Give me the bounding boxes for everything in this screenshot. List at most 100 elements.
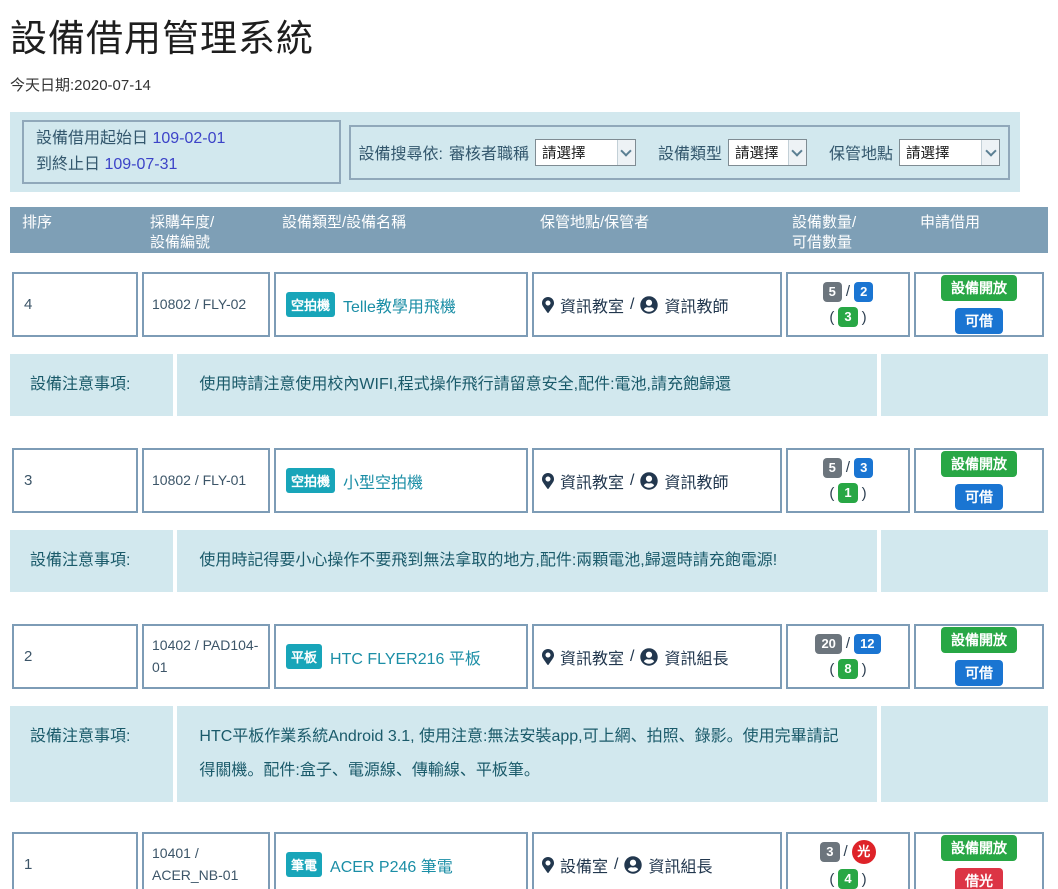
name-cell: 筆電 ACER P246 筆電 <box>274 832 528 889</box>
location-select[interactable]: 請選擇 <box>899 138 1000 166</box>
reviewer-select[interactable]: 請選擇 <box>534 138 636 166</box>
keeper-text: 資訊組長 <box>648 858 713 876</box>
type-badge: 空拍機 <box>286 292 336 317</box>
device-type-select-value: 請選擇 <box>734 145 779 162</box>
location-pin-icon <box>542 472 554 489</box>
note-row: 設備注意事項: HTC平板作業系統Android 3.1, 使用注意:無法安裝a… <box>10 706 1048 802</box>
separator: / <box>614 855 619 873</box>
device-name-link[interactable]: HTC FLYER216 平板 <box>330 650 481 668</box>
start-date-line: 設備借用起始日 109-02-01 <box>36 126 327 152</box>
device-name-link[interactable]: ACER P246 筆電 <box>330 858 453 876</box>
device-name-link[interactable]: Telle教學用飛機 <box>343 298 456 316</box>
location-cell: 資訊教室 / 資訊教師 <box>532 448 782 513</box>
code-cell: 10802 / FLY-01 <box>142 448 270 513</box>
person-icon <box>640 647 659 666</box>
type-badge: 空拍機 <box>286 468 336 493</box>
sort-cell: 2 <box>12 624 138 689</box>
location-cell: 資訊教室 / 資訊組長 <box>532 624 782 689</box>
apply-cell: 設備開放 借光 <box>914 832 1044 889</box>
header-quantity: 設備數量/ 可借數量 <box>792 214 857 252</box>
chevron-down-icon <box>787 139 806 165</box>
name-cell: 空拍機 小型空拍機 <box>274 448 528 513</box>
note-empty-cell <box>880 530 1048 592</box>
available-qty-badge: 3 <box>838 307 858 328</box>
search-box: 設備搜尋依: 審核者職稱 請選擇 設備類型 請選擇 保管地點 請選擇 <box>348 124 1010 180</box>
start-date-value[interactable]: 109-02-01 <box>152 130 226 147</box>
total-qty-badge: 5 <box>822 457 842 478</box>
note-text: 使用時請注意使用校內WIFI,程式操作飛行請留意安全,配件:電池,請充飽歸還 <box>177 354 877 416</box>
code-cell: 10402 / PAD104-01 <box>142 624 270 689</box>
sort-cell: 3 <box>12 448 138 513</box>
device-open-button[interactable]: 設備開放 <box>941 275 1017 301</box>
table-header: 排序 採購年度/ 設備編號 設備類型/設備名稱 保管地點/保管者 設備數量/ 可… <box>10 207 1048 253</box>
equipment-row: 3 10802 / FLY-01 空拍機 小型空拍機 資訊教室 / 資訊教師 5… <box>12 448 1048 513</box>
chevron-down-icon <box>981 139 999 165</box>
total-qty-badge: 20 <box>815 633 842 654</box>
location-pin-icon <box>542 648 554 665</box>
name-cell: 平板 HTC FLYER216 平板 <box>274 624 528 689</box>
today-date: 今天日期:2020-07-14 <box>10 77 151 94</box>
sort-cell: 1 <box>12 832 138 889</box>
keeper-text: 資訊教師 <box>664 298 729 316</box>
device-open-button[interactable]: 設備開放 <box>941 451 1017 477</box>
page-title: 設備借用管理系統 <box>10 19 314 60</box>
total-qty-badge: 3 <box>820 841 840 862</box>
note-empty-cell <box>880 354 1048 416</box>
device-type-select[interactable]: 請選擇 <box>727 138 807 166</box>
type-badge: 平板 <box>286 644 323 669</box>
borrow-status-button[interactable]: 可借 <box>955 660 1003 686</box>
device-open-button[interactable]: 設備開放 <box>941 627 1017 653</box>
note-label: 設備注意事項: <box>10 530 174 592</box>
location-select-value: 請選擇 <box>906 145 950 162</box>
borrowed-qty-badge: 12 <box>854 633 881 654</box>
location-cell: 資訊教室 / 資訊教師 <box>532 272 782 337</box>
borrowed-qty-badge: 3 <box>854 457 874 478</box>
location-text: 設備室 <box>560 858 609 876</box>
separator: / <box>630 295 635 313</box>
separator: / <box>630 647 635 665</box>
device-type-label: 設備類型 <box>657 146 722 163</box>
quantity-cell: 3 / 光 ( 4 ) <box>786 832 910 889</box>
device-open-button[interactable]: 設備開放 <box>941 835 1017 861</box>
location-pin-icon <box>542 856 554 873</box>
end-date-label: 到終止日 <box>36 156 101 173</box>
location-pin-icon <box>542 296 554 313</box>
borrow-status-button[interactable]: 可借 <box>955 484 1003 510</box>
borrow-status-button[interactable]: 借光 <box>955 868 1003 889</box>
code-cell: 10802 / FLY-02 <box>142 272 270 337</box>
location-cell: 設備室 / 資訊組長 <box>532 832 782 889</box>
available-qty-badge: 8 <box>838 659 858 680</box>
quantity-cell: 20 / 12 ( 8 ) <box>786 624 910 689</box>
note-text: HTC平板作業系統Android 3.1, 使用注意:無法安裝app,可上網、拍… <box>177 706 877 802</box>
note-row: 設備注意事項: 使用時記得要小心操作不要飛到無法拿取的地方,配件:兩顆電池,歸還… <box>10 530 1048 592</box>
location-text: 資訊教室 <box>560 298 625 316</box>
equipment-row: 1 10401 / ACER_NB-01 筆電 ACER P246 筆電 設備室… <box>12 832 1048 889</box>
note-label: 設備注意事項: <box>10 354 174 416</box>
search-by-label: 設備搜尋依: <box>358 146 443 163</box>
separator: / <box>630 471 635 489</box>
end-date-line: 到終止日 109-07-31 <box>36 152 327 178</box>
end-date-value[interactable]: 109-07-31 <box>104 156 178 173</box>
name-cell: 空拍機 Telle教學用飛機 <box>274 272 528 337</box>
borrowed-qty-badge: 2 <box>854 281 874 302</box>
location-text: 資訊教室 <box>560 650 625 668</box>
filter-bar: 設備借用起始日 109-02-01 到終止日 109-07-31 設備搜尋依: 審… <box>10 112 1020 192</box>
equipment-row: 2 10402 / PAD104-01 平板 HTC FLYER216 平板 資… <box>12 624 1048 689</box>
note-row: 設備注意事項: 使用時請注意使用校內WIFI,程式操作飛行請留意安全,配件:電池… <box>10 354 1048 416</box>
device-name-link[interactable]: 小型空拍機 <box>343 474 424 492</box>
header-apply: 申請借用 <box>920 214 981 231</box>
apply-cell: 設備開放 可借 <box>914 272 1044 337</box>
sort-cell: 4 <box>12 272 138 337</box>
apply-cell: 設備開放 可借 <box>914 624 1044 689</box>
code-cell: 10401 / ACER_NB-01 <box>142 832 270 889</box>
start-date-label: 設備借用起始日 <box>36 130 149 147</box>
header-sort: 排序 <box>22 214 53 231</box>
header-purchase-code: 採購年度/ 設備編號 <box>150 214 215 252</box>
apply-cell: 設備開放 可借 <box>914 448 1044 513</box>
chevron-down-icon <box>616 139 635 165</box>
borrow-status-button[interactable]: 可借 <box>955 308 1003 334</box>
header-location-keeper: 保管地點/保管者 <box>540 214 650 231</box>
date-range-box: 設備借用起始日 109-02-01 到終止日 109-07-31 <box>22 120 341 184</box>
available-qty-badge: 4 <box>838 868 858 889</box>
